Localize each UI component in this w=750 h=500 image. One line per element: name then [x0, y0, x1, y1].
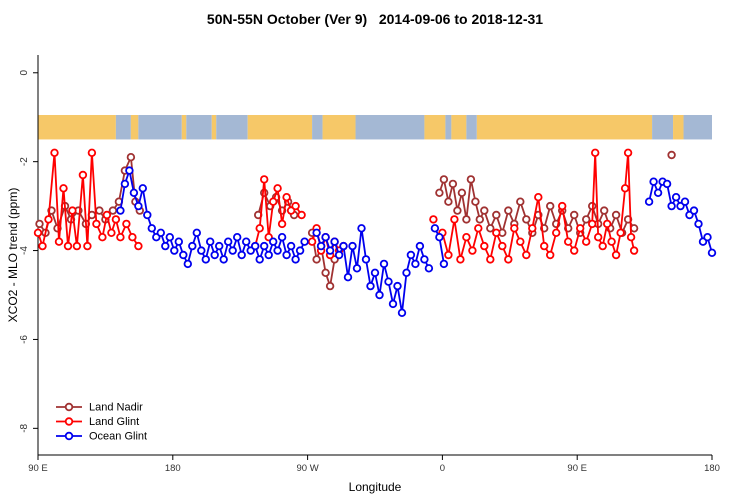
- legend: Land Nadir Land Glint Ocean Glint: [56, 402, 147, 443]
- svg-text:Land Glint: Land Glint: [89, 416, 139, 428]
- svg-text:90 E: 90 E: [567, 463, 587, 474]
- svg-text:Ocean Glint: Ocean Glint: [89, 431, 147, 443]
- svg-text:Land Nadir: Land Nadir: [89, 402, 143, 414]
- svg-text:-6: -6: [19, 335, 30, 344]
- axes: 0 -2 -4 -6 -8 90 E 180 90 W 0 90 E 180: [19, 55, 720, 474]
- svg-text:90 W: 90 W: [297, 463, 319, 474]
- svg-text:0: 0: [440, 463, 445, 474]
- svg-text:90 E: 90 E: [28, 463, 48, 474]
- chart-title: 50N-55N October (Ver 9) 2014-09-06 to 20…: [206, 11, 544, 27]
- svg-text:-8: -8: [19, 423, 30, 432]
- series-land-glint: [33, 148, 639, 264]
- x-axis-label: Longitude: [348, 480, 402, 494]
- svg-text:-4: -4: [19, 246, 30, 255]
- svg-text:-2: -2: [19, 157, 30, 166]
- svg-text:0: 0: [19, 70, 30, 76]
- land-ocean-strip: [38, 115, 712, 140]
- series-ocean-glint: [116, 166, 717, 317]
- svg-text:180: 180: [165, 463, 181, 474]
- svg-text:180: 180: [704, 463, 720, 474]
